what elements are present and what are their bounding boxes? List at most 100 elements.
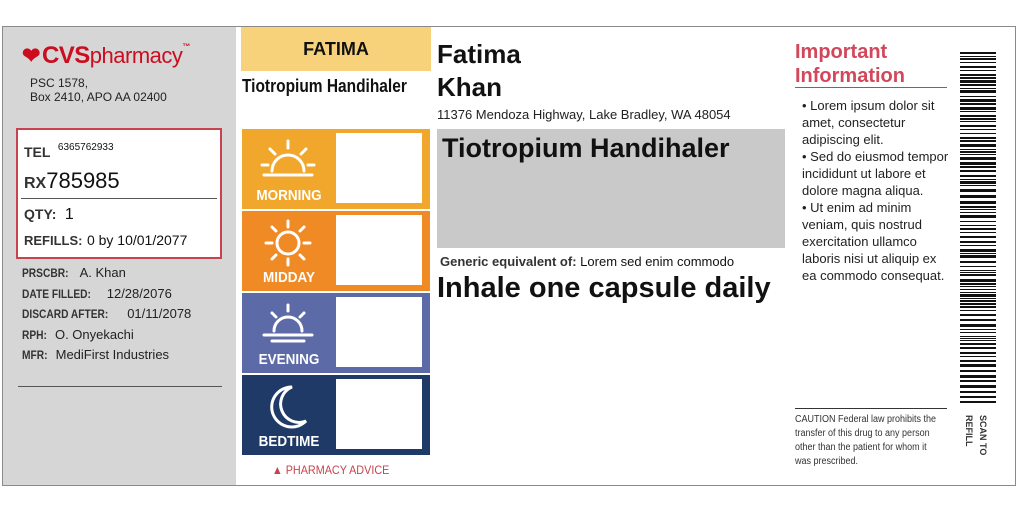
- barcode-bar: [960, 201, 996, 204]
- midday-checkbox: [336, 215, 422, 285]
- barcode-bar: [960, 140, 996, 142]
- bullet-item: • Lorem ipsum dolor sit amet, consectetu…: [802, 98, 935, 147]
- drug-name: Tiotropium Handihaler: [442, 133, 730, 163]
- important-info-heading: Important Information: [795, 40, 905, 88]
- barcode-bar: [960, 274, 996, 276]
- detail-discard-after: DISCARD AFTER: 01/11/2078: [22, 306, 191, 327]
- barcode-bar: [960, 107, 996, 110]
- barcode-bar: [960, 88, 996, 89]
- detail-label: RPH:: [22, 327, 47, 342]
- scan-line-1: SCAN TO: [978, 415, 988, 456]
- pharmacy-address: PSC 1578, Box 2410, APO AA 02400: [30, 76, 167, 104]
- evening-checkbox: [336, 297, 422, 367]
- detail-date-filled: DATE FILLED: 12/28/2076: [22, 286, 191, 307]
- barcode-bar: [960, 121, 996, 122]
- barcode-bar: [960, 319, 996, 321]
- barcode-bar: [960, 77, 996, 79]
- barcode-bar: [960, 396, 996, 398]
- barcode-bar: [960, 286, 996, 287]
- detail-prescriber: PRSCBR: A. Khan: [22, 265, 191, 286]
- barcode-bar: [960, 401, 996, 403]
- barcode-bar: [960, 364, 996, 367]
- bullet-item: • Ut enim ad minim veniam, quis nostrud …: [802, 200, 945, 283]
- caution-divider: [795, 408, 947, 409]
- trademark-mark: ™: [182, 42, 190, 51]
- pharmacy-advice: ▲ PHARMACY ADVICE: [272, 463, 390, 477]
- barcode-bar: [960, 66, 996, 68]
- scan-line-2: REFILL: [964, 415, 974, 447]
- barcode-bar: [960, 347, 996, 349]
- cvs-pharmacy-logo: ❤CVSpharmacy™: [22, 42, 190, 70]
- barcode-bar: [960, 370, 996, 372]
- barcode-bar: [960, 80, 996, 83]
- barcode-bar: [960, 166, 996, 168]
- slot-label: EVENING: [258, 351, 320, 368]
- scan-to-refill: SCAN TO REFILL: [960, 415, 996, 465]
- barcode-bar: [960, 283, 996, 285]
- sun-icon: [264, 219, 312, 267]
- detail-label: DATE FILLED:: [22, 286, 91, 301]
- barcode-bar: [960, 149, 996, 150]
- barcode-bar: [960, 255, 996, 258]
- detail-label: MFR:: [22, 348, 48, 362]
- patient-address: 11376 Mendoza Highway, Lake Bradley, WA …: [437, 107, 731, 122]
- slot-morning: MORNING: [242, 129, 430, 209]
- detail-value: O. Onyekachi: [54, 326, 134, 342]
- tel-row: TEL 6365762933: [24, 142, 114, 162]
- barcode-bar: [960, 228, 996, 230]
- barcode-bar: [960, 314, 996, 316]
- slot-label: MIDDAY: [262, 269, 316, 286]
- rx-divider: [21, 198, 217, 199]
- important-title-line-1: Important: [795, 41, 888, 63]
- tel-value: 6365762933: [57, 142, 114, 153]
- barcode-bar: [960, 391, 996, 393]
- bedtime-checkbox: [336, 379, 422, 449]
- detail-label: PRSCBR:: [22, 266, 69, 280]
- caution-text: CAUTION Federal law prohibits the transf…: [795, 414, 937, 467]
- barcode-bar: [960, 225, 996, 226]
- barcode-bar: [960, 170, 996, 172]
- barcode-bar: [960, 181, 996, 184]
- barcode-bar: [960, 279, 996, 282]
- barcode-bar: [960, 99, 996, 102]
- refills-row: REFILLS: 0 by 10/01/2077: [24, 232, 187, 250]
- refills-value: 0 by 10/01/2077: [86, 232, 188, 248]
- barcode-bar: [960, 151, 996, 153]
- slot-midday: MIDDAY: [242, 211, 430, 291]
- drug-name-small: Tiotropium Handihaler: [242, 76, 407, 96]
- barcode-bar: [960, 137, 996, 139]
- barcode-bar: [960, 298, 996, 299]
- barcode-bar: [960, 310, 996, 311]
- barcode-bar: [960, 356, 996, 357]
- slot-label: MORNING: [256, 187, 322, 204]
- refill-barcode[interactable]: [960, 52, 996, 404]
- barcode-bar: [960, 58, 996, 60]
- refills-label: REFILLS:: [24, 233, 83, 248]
- barcode-bar: [960, 154, 996, 155]
- barcode-bar: [960, 125, 996, 127]
- barcode-bar: [960, 272, 996, 273]
- barcode-bar: [960, 375, 996, 378]
- barcode-bar: [960, 189, 996, 192]
- barcode-bar: [960, 62, 996, 63]
- barcode-bar: [960, 294, 996, 297]
- rx-number: 785985: [46, 168, 120, 193]
- barcode-bar: [960, 195, 996, 198]
- barcode-bar: [960, 129, 996, 130]
- brand-suffix: pharmacy: [89, 43, 183, 68]
- barcode-bar: [960, 249, 996, 252]
- patient-first-name: Fatima: [437, 39, 521, 69]
- slot-label: BEDTIME: [258, 433, 320, 450]
- barcode-bar: [960, 84, 996, 86]
- barcode-bar: [960, 179, 996, 180]
- barcode-bar: [960, 206, 996, 208]
- detail-manufacturer: MFR: MediFirst Industries: [22, 347, 191, 368]
- barcode-bar: [960, 56, 996, 57]
- barcode-bar: [960, 332, 996, 333]
- qty-value: 1: [64, 206, 74, 223]
- barcode-bar: [960, 380, 996, 382]
- rx-label: RX: [24, 175, 47, 192]
- barcode-bar: [960, 336, 996, 337]
- barcode-bar: [960, 385, 996, 388]
- barcode-bar: [960, 215, 996, 218]
